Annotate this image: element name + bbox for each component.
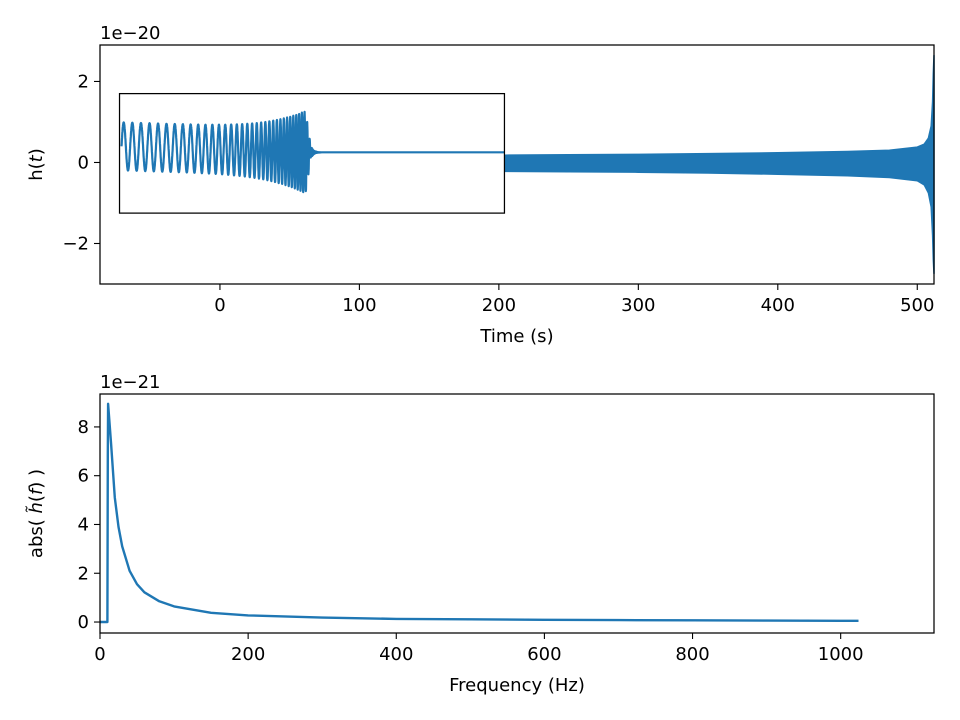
time-x-axis-label: Time (s) (479, 326, 553, 347)
freq-y-tick-label: 8 (78, 417, 89, 438)
time-x-tick-label: 100 (342, 295, 376, 316)
time-x-tick-label: 0 (214, 295, 225, 316)
frequency-domain-panel: 0 200 400 600 800 1000 0 2 4 6 8 1e−21 Frequency … (26, 372, 935, 696)
inset-waveform-line (120, 110, 505, 194)
time-y-tick-label: 0 (78, 152, 89, 173)
freq-y-label-close: ) ) (26, 469, 47, 489)
time-axes-frame (99, 44, 935, 285)
freq-x-tick-label: 800 (675, 644, 709, 665)
time-y-tick-label: 2 (78, 71, 89, 92)
time-y-axis-label: h(t) (26, 148, 47, 181)
freq-y-label-variable: f (26, 486, 47, 495)
frequency-y-ticks: 0 2 4 6 8 (78, 417, 100, 633)
time-x-tick-label: 200 (482, 295, 516, 316)
time-x-tick-label: 500 (900, 295, 934, 316)
freq-y-label-open: ( (26, 495, 47, 502)
time-y-label-prefix: h( (26, 162, 47, 180)
time-y-tick-label: −2 (62, 233, 89, 254)
freq-x-tick-label: 1000 (818, 644, 864, 665)
freq-x-tick-label: 0 (94, 644, 105, 665)
freq-y-tick-label: 4 (78, 514, 89, 535)
time-x-ticks: 0 100 200 300 400 500 (214, 284, 934, 316)
time-y-label-variable: t (26, 154, 47, 162)
freq-x-tick-label: 600 (527, 644, 561, 665)
frequency-x-axis-label: Frequency (Hz) (449, 675, 585, 696)
time-y-label-suffix: ) (26, 148, 47, 155)
frequency-series-marks (100, 402, 859, 624)
freq-y-tick-label: 6 (78, 466, 89, 487)
freq-x-tick-label: 400 (379, 644, 413, 665)
freq-x-tick-label: 200 (231, 644, 265, 665)
time-series-marks (118, 55, 935, 274)
freq-y-label-prefix: abs( (26, 514, 47, 559)
freq-y-tick-label: 2 (78, 563, 89, 584)
inset-frame (118, 92, 506, 214)
time-domain-panel: 0 100 200 300 400 500 −2 0 2 1e−20 Time (s) h(t… (26, 23, 935, 347)
frequency-axes-frame (99, 393, 935, 634)
frequency-series-line (100, 402, 859, 624)
time-offset-label: 1e−20 (100, 23, 161, 44)
time-y-ticks: −2 0 2 (62, 71, 100, 254)
time-series-envelope (503, 55, 935, 274)
time-x-tick-label: 400 (761, 295, 795, 316)
freq-y-label-htilde: h̃ (26, 502, 47, 513)
freq-y-tick-label: 0 (78, 612, 89, 633)
frequency-y-axis-label: abs( h̃(f) ) (26, 469, 47, 558)
frequency-x-ticks: 0 200 400 600 800 1000 (94, 633, 864, 665)
frequency-offset-label: 1e−21 (100, 372, 161, 393)
time-x-tick-label: 300 (621, 295, 655, 316)
